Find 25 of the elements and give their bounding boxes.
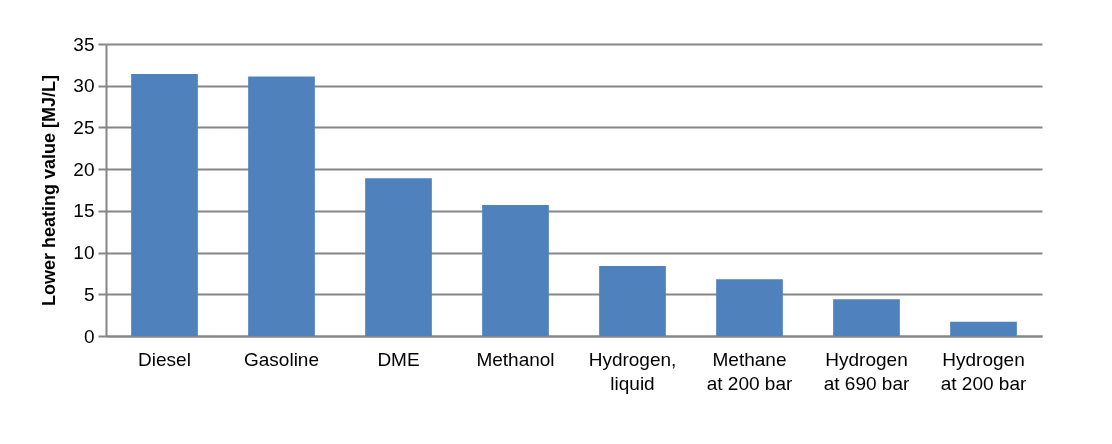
y-tick-label: 0	[83, 325, 95, 347]
bar	[716, 279, 783, 336]
bar	[365, 178, 432, 336]
bar	[599, 265, 666, 336]
x-tick-label: Gasoline	[244, 348, 319, 370]
x-tick-label: Hydrogen, liquid	[588, 348, 677, 394]
y-tick-label: 25	[73, 116, 95, 138]
x-tick-label: Methanol	[476, 348, 555, 370]
y-axis-title: Lower heating value [MJ/L]	[39, 74, 60, 307]
y-tick-label: 20	[73, 158, 95, 180]
y-tick-label: 10	[73, 242, 95, 264]
bar	[833, 299, 900, 336]
y-tick-label: 15	[73, 200, 95, 222]
bar	[950, 321, 1017, 336]
bar	[131, 74, 198, 336]
x-tick-label: Diesel	[138, 348, 191, 370]
bar	[482, 205, 549, 336]
bar	[248, 76, 315, 336]
x-tick-label: Methane at 200 bar	[706, 348, 793, 394]
y-tick-label: 30	[73, 75, 95, 97]
y-tick-label: 5	[83, 283, 95, 305]
y-tick-label: 35	[73, 33, 95, 55]
x-tick-label: Hydrogen at 200 bar	[940, 348, 1027, 394]
x-tick-label: Hydrogen at 690 bar	[823, 348, 910, 394]
x-tick-label: DME	[377, 348, 420, 370]
